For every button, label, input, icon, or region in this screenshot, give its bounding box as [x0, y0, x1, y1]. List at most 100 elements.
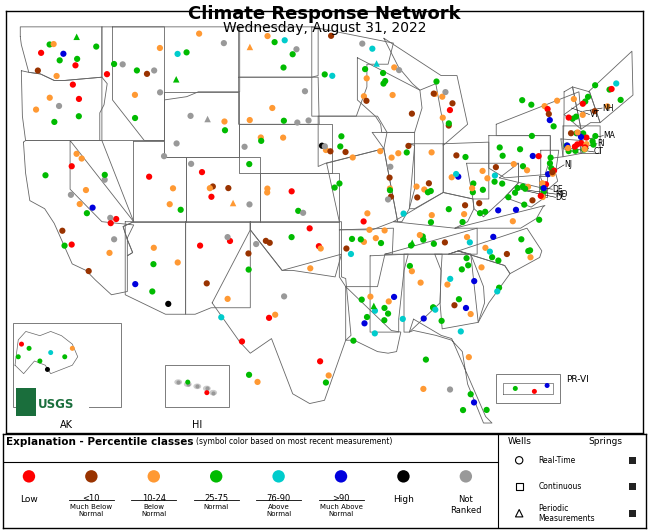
- Point: [402, 148, 412, 157]
- Text: AK: AK: [60, 420, 73, 430]
- Point: [516, 235, 526, 244]
- Point: [456, 327, 466, 336]
- Point: [422, 188, 433, 196]
- Point: [566, 129, 576, 138]
- Point: [513, 184, 523, 192]
- Point: [181, 48, 191, 57]
- Point: [543, 105, 553, 113]
- Point: [398, 472, 409, 481]
- Point: [579, 145, 589, 154]
- Text: Not
Ranked: Not Ranked: [450, 495, 482, 515]
- Point: [243, 266, 254, 274]
- Point: [206, 193, 217, 201]
- Point: [256, 133, 266, 142]
- Point: [578, 99, 588, 108]
- Point: [406, 241, 416, 250]
- Point: [109, 60, 119, 68]
- Point: [563, 144, 573, 152]
- Point: [426, 218, 436, 227]
- Point: [298, 209, 308, 217]
- Point: [387, 91, 398, 99]
- Point: [223, 233, 233, 242]
- Point: [117, 60, 128, 68]
- Point: [141, 70, 152, 78]
- Point: [67, 162, 77, 170]
- Point: [495, 143, 505, 152]
- Point: [82, 209, 92, 217]
- Point: [419, 185, 430, 194]
- Point: [341, 244, 352, 253]
- Point: [149, 66, 160, 75]
- Point: [202, 388, 212, 397]
- Point: [197, 168, 207, 176]
- Point: [407, 267, 417, 276]
- Point: [220, 126, 230, 134]
- Point: [510, 384, 520, 393]
- Point: [71, 32, 82, 41]
- Point: [407, 238, 417, 247]
- Point: [539, 184, 549, 192]
- Point: [375, 147, 386, 156]
- Point: [468, 179, 478, 188]
- Point: [428, 89, 439, 98]
- Point: [364, 226, 374, 234]
- Point: [432, 78, 442, 86]
- Point: [291, 45, 302, 54]
- Point: [154, 44, 165, 52]
- Point: [494, 284, 504, 292]
- Point: [86, 472, 97, 481]
- Point: [563, 147, 574, 156]
- Text: 76-90: 76-90: [267, 494, 291, 503]
- Point: [194, 29, 204, 38]
- Point: [461, 472, 471, 481]
- Point: [336, 472, 346, 481]
- Point: [36, 49, 46, 57]
- Point: [252, 378, 263, 386]
- Point: [509, 160, 519, 168]
- Point: [563, 143, 573, 152]
- Point: [219, 39, 229, 47]
- Point: [570, 147, 581, 155]
- Point: [561, 141, 572, 150]
- Point: [239, 142, 250, 151]
- Point: [16, 340, 27, 348]
- Point: [462, 233, 472, 241]
- Point: [385, 184, 395, 193]
- Point: [602, 102, 613, 110]
- Point: [403, 142, 413, 150]
- Point: [321, 146, 331, 155]
- Text: Normal: Normal: [204, 504, 229, 510]
- Point: [604, 85, 615, 94]
- Point: [528, 152, 538, 160]
- Point: [570, 142, 580, 151]
- Point: [535, 192, 546, 200]
- Point: [315, 244, 326, 253]
- Point: [202, 115, 213, 123]
- Point: [545, 159, 555, 167]
- Point: [580, 145, 590, 153]
- Point: [457, 265, 467, 273]
- Point: [361, 74, 372, 83]
- Point: [445, 386, 455, 394]
- Point: [325, 147, 336, 156]
- Text: Wednesday, August 31, 2022: Wednesday, August 31, 2022: [223, 21, 426, 35]
- Point: [359, 92, 369, 100]
- Point: [533, 152, 544, 160]
- Point: [490, 172, 500, 180]
- Point: [518, 182, 528, 191]
- Point: [539, 102, 550, 110]
- Point: [219, 117, 230, 126]
- Text: Continuous: Continuous: [539, 482, 582, 491]
- Point: [476, 263, 487, 272]
- Point: [587, 137, 598, 145]
- Point: [454, 295, 464, 303]
- Point: [523, 247, 533, 255]
- Point: [91, 42, 101, 51]
- Point: [288, 50, 298, 58]
- Point: [225, 237, 235, 245]
- Point: [583, 92, 593, 101]
- Text: Wells: Wells: [508, 436, 532, 446]
- Point: [527, 196, 537, 204]
- Point: [359, 238, 369, 246]
- Point: [590, 132, 600, 140]
